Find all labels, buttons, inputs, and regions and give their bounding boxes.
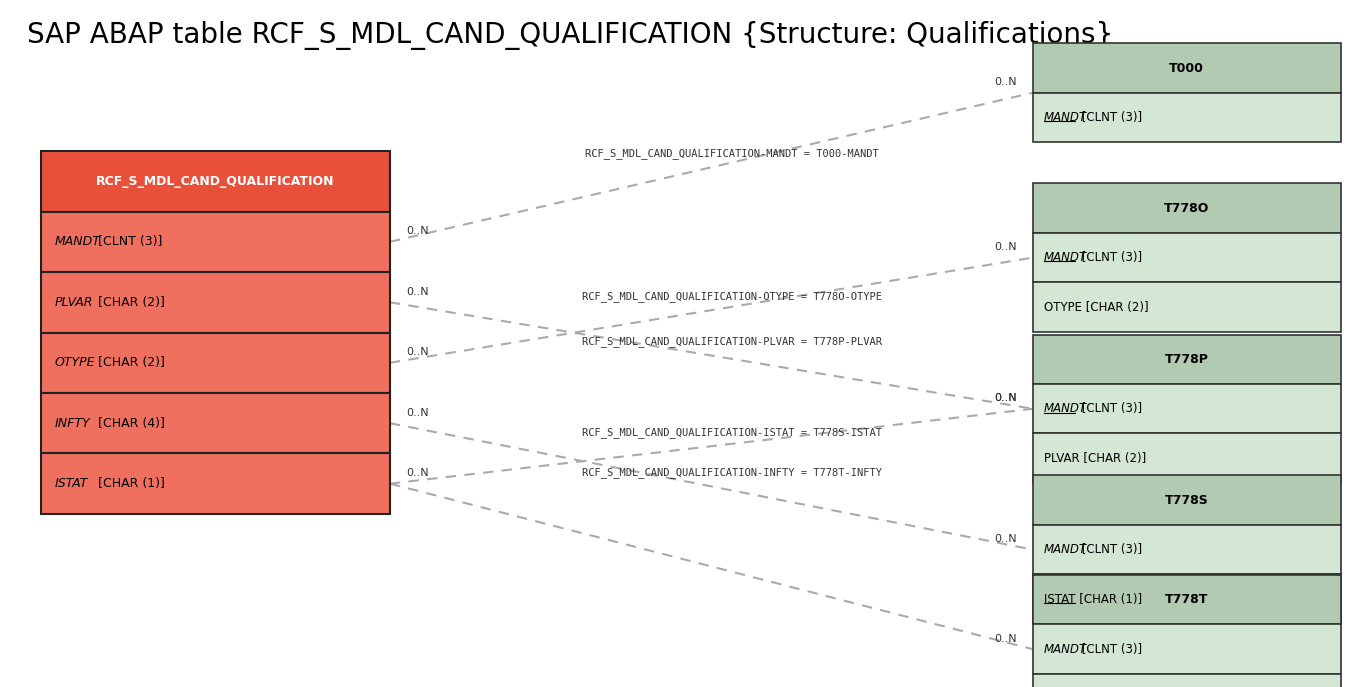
FancyBboxPatch shape [41,333,390,393]
FancyBboxPatch shape [41,212,390,272]
FancyBboxPatch shape [1033,475,1341,525]
Text: [CLNT (3)]: [CLNT (3)] [1078,543,1142,556]
Text: RCF_S_MDL_CAND_QUALIFICATION-OTYPE = T778O-OTYPE: RCF_S_MDL_CAND_QUALIFICATION-OTYPE = T77… [581,291,882,302]
FancyBboxPatch shape [1033,93,1341,142]
Text: MANDT: MANDT [1044,543,1086,556]
Text: MANDT: MANDT [1044,403,1086,415]
FancyBboxPatch shape [1033,384,1341,433]
FancyBboxPatch shape [1033,624,1341,674]
Text: RCF_S_MDL_CAND_QUALIFICATION-ISTAT = T778S-ISTAT: RCF_S_MDL_CAND_QUALIFICATION-ISTAT = T77… [581,427,882,438]
Text: 0..N: 0..N [993,534,1016,544]
FancyBboxPatch shape [1033,183,1341,233]
Text: 0..N: 0..N [406,347,430,357]
Text: MANDT: MANDT [1044,643,1086,655]
Text: SAP ABAP table RCF_S_MDL_CAND_QUALIFICATION {Structure: Qualifications}: SAP ABAP table RCF_S_MDL_CAND_QUALIFICAT… [27,21,1114,49]
Text: T000: T000 [1170,62,1204,74]
Text: 0..N: 0..N [406,226,430,236]
Text: OTYPE [CHAR (2)]: OTYPE [CHAR (2)] [1044,301,1148,313]
Text: [CLNT (3)]: [CLNT (3)] [1078,111,1142,124]
Text: RCF_S_MDL_CAND_QUALIFICATION-INFTY = T778T-INFTY: RCF_S_MDL_CAND_QUALIFICATION-INFTY = T77… [581,467,882,478]
FancyBboxPatch shape [1033,575,1341,624]
FancyBboxPatch shape [41,272,390,333]
FancyBboxPatch shape [1033,233,1341,282]
Text: INFTY: INFTY [55,417,90,429]
Text: RCF_S_MDL_CAND_QUALIFICATION: RCF_S_MDL_CAND_QUALIFICATION [96,175,335,188]
Text: ISTAT [CHAR (1)]: ISTAT [CHAR (1)] [1044,593,1142,605]
FancyBboxPatch shape [1033,433,1341,483]
FancyBboxPatch shape [1033,674,1341,687]
Text: 0..N: 0..N [406,286,430,297]
FancyBboxPatch shape [41,453,390,514]
FancyBboxPatch shape [1033,525,1341,574]
Text: PLVAR [CHAR (2)]: PLVAR [CHAR (2)] [1044,452,1146,464]
Text: ISTAT: ISTAT [55,477,88,490]
Text: 0..N: 0..N [993,77,1016,87]
Text: [CLNT (3)]: [CLNT (3)] [1078,403,1142,415]
Text: [CLNT (3)]: [CLNT (3)] [1078,643,1142,655]
Text: T778S: T778S [1166,494,1208,506]
Text: [CHAR (2)]: [CHAR (2)] [94,357,166,369]
Text: RCF_S_MDL_CAND_QUALIFICATION-MANDT = T000-MANDT: RCF_S_MDL_CAND_QUALIFICATION-MANDT = T00… [586,148,878,159]
Text: T778T: T778T [1166,594,1208,606]
Text: MANDT: MANDT [1044,111,1086,124]
Text: 0..N: 0..N [406,407,430,418]
Text: 0..N: 0..N [993,633,1016,644]
Text: MANDT: MANDT [55,236,101,248]
Text: [CHAR (4)]: [CHAR (4)] [94,417,166,429]
Text: MANDT: MANDT [1044,251,1086,264]
Text: RCF_S_MDL_CAND_QUALIFICATION-PLVAR = T778P-PLVAR: RCF_S_MDL_CAND_QUALIFICATION-PLVAR = T77… [581,337,882,347]
FancyBboxPatch shape [41,151,390,212]
Text: 0..N: 0..N [406,468,430,478]
Text: [CLNT (3)]: [CLNT (3)] [94,236,163,248]
FancyBboxPatch shape [1033,43,1341,93]
Text: [CLNT (3)]: [CLNT (3)] [1078,251,1142,264]
Text: [CHAR (1)]: [CHAR (1)] [94,477,166,490]
FancyBboxPatch shape [1033,574,1341,624]
Text: 0..N: 0..N [993,393,1016,403]
Text: T778P: T778P [1164,353,1209,365]
FancyBboxPatch shape [1033,282,1341,332]
Text: 0..N: 0..N [993,393,1016,403]
FancyBboxPatch shape [1033,335,1341,384]
Text: T778O: T778O [1164,202,1209,214]
Text: PLVAR: PLVAR [55,296,93,308]
Text: [CHAR (2)]: [CHAR (2)] [94,296,166,308]
FancyBboxPatch shape [41,393,390,453]
Text: 0..N: 0..N [993,242,1016,252]
Text: OTYPE: OTYPE [55,357,96,369]
